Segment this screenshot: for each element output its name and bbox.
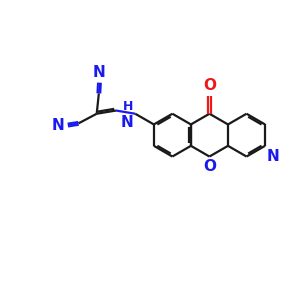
Text: N: N <box>121 115 134 130</box>
Text: O: O <box>203 159 216 174</box>
Text: N: N <box>52 118 65 133</box>
Text: O: O <box>203 79 216 94</box>
Text: N: N <box>93 65 106 80</box>
Text: N: N <box>266 149 279 164</box>
Text: H: H <box>123 100 134 113</box>
